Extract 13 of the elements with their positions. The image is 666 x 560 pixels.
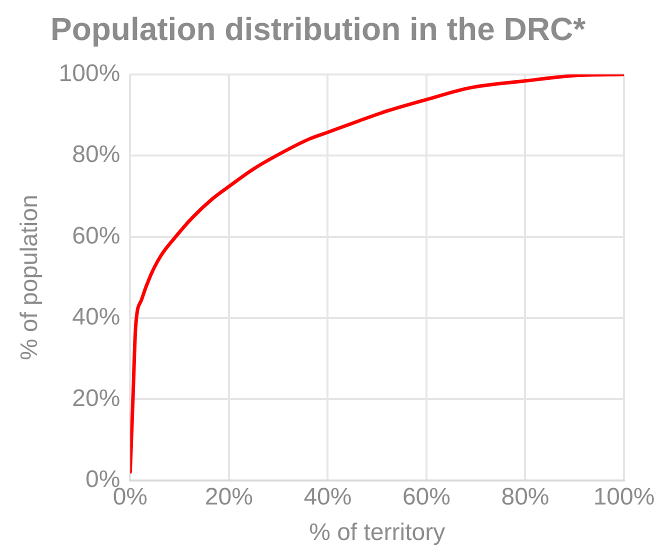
- chart-title: Population distribution in the DRC*: [50, 11, 586, 48]
- y-tick-label: 100%: [58, 60, 120, 88]
- x-tick-label: 40%: [304, 483, 352, 510]
- y-axis-title: % of population: [16, 194, 44, 360]
- y-tick-label: 80%: [72, 141, 120, 168]
- x-tick-label: 20%: [204, 483, 253, 510]
- y-tick-label: 60%: [72, 222, 120, 250]
- y-tick-label: 20%: [72, 384, 120, 412]
- x-axis-title: % of territory: [309, 519, 446, 546]
- x-tick-label: 100%: [593, 483, 655, 510]
- x-tick-label: 80%: [501, 483, 550, 510]
- x-tick-label: 60%: [402, 483, 450, 510]
- y-tick-label: 40%: [72, 304, 120, 331]
